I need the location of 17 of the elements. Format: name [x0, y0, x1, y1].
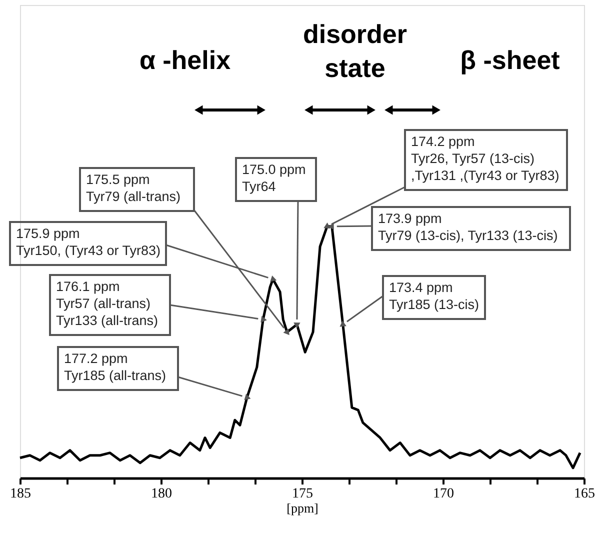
- annotation: 175.0 ppm Tyr64: [242, 162, 306, 194]
- annotation: 175.9 ppm Tyr150, (Tyr43 or Tyr83): [16, 226, 161, 258]
- x-axis-title: [ppm]: [286, 500, 318, 516]
- text: β -sheet: [460, 45, 560, 75]
- annotation: 175.5 ppm Tyr79 (all-trans): [86, 172, 181, 204]
- annotation: 176.1 ppm Tyr57 (all-trans) Tyr133 (all-trans): [56, 279, 158, 328]
- x-tick-label: 170: [433, 486, 454, 502]
- text: disorder state: [302, 19, 408, 83]
- annotation: 173.4 ppm Tyr185 (13-cis): [389, 280, 480, 312]
- annotation: 177.2 ppm Tyr185 (all-trans): [64, 351, 166, 383]
- x-tick-label: 185: [10, 486, 31, 502]
- x-tick-label: 175: [292, 486, 313, 502]
- text: α -helix: [139, 45, 232, 75]
- annotation: 174.2 ppm Tyr26, Tyr57 (13-cis) ,Tyr131 ,(Tyr43 or Tyr83): [411, 134, 560, 183]
- x-tick-label: 165: [574, 486, 595, 502]
- x-tick-label: 180: [151, 486, 172, 502]
- annotation: 173.9 ppm Tyr79 (13-cis), Tyr133 (13-cis): [378, 211, 558, 243]
